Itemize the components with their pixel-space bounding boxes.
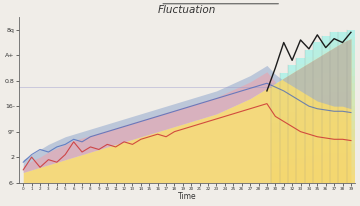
X-axis label: Time: Time	[178, 192, 197, 201]
Title: Fluctuation: Fluctuation	[158, 5, 216, 15]
